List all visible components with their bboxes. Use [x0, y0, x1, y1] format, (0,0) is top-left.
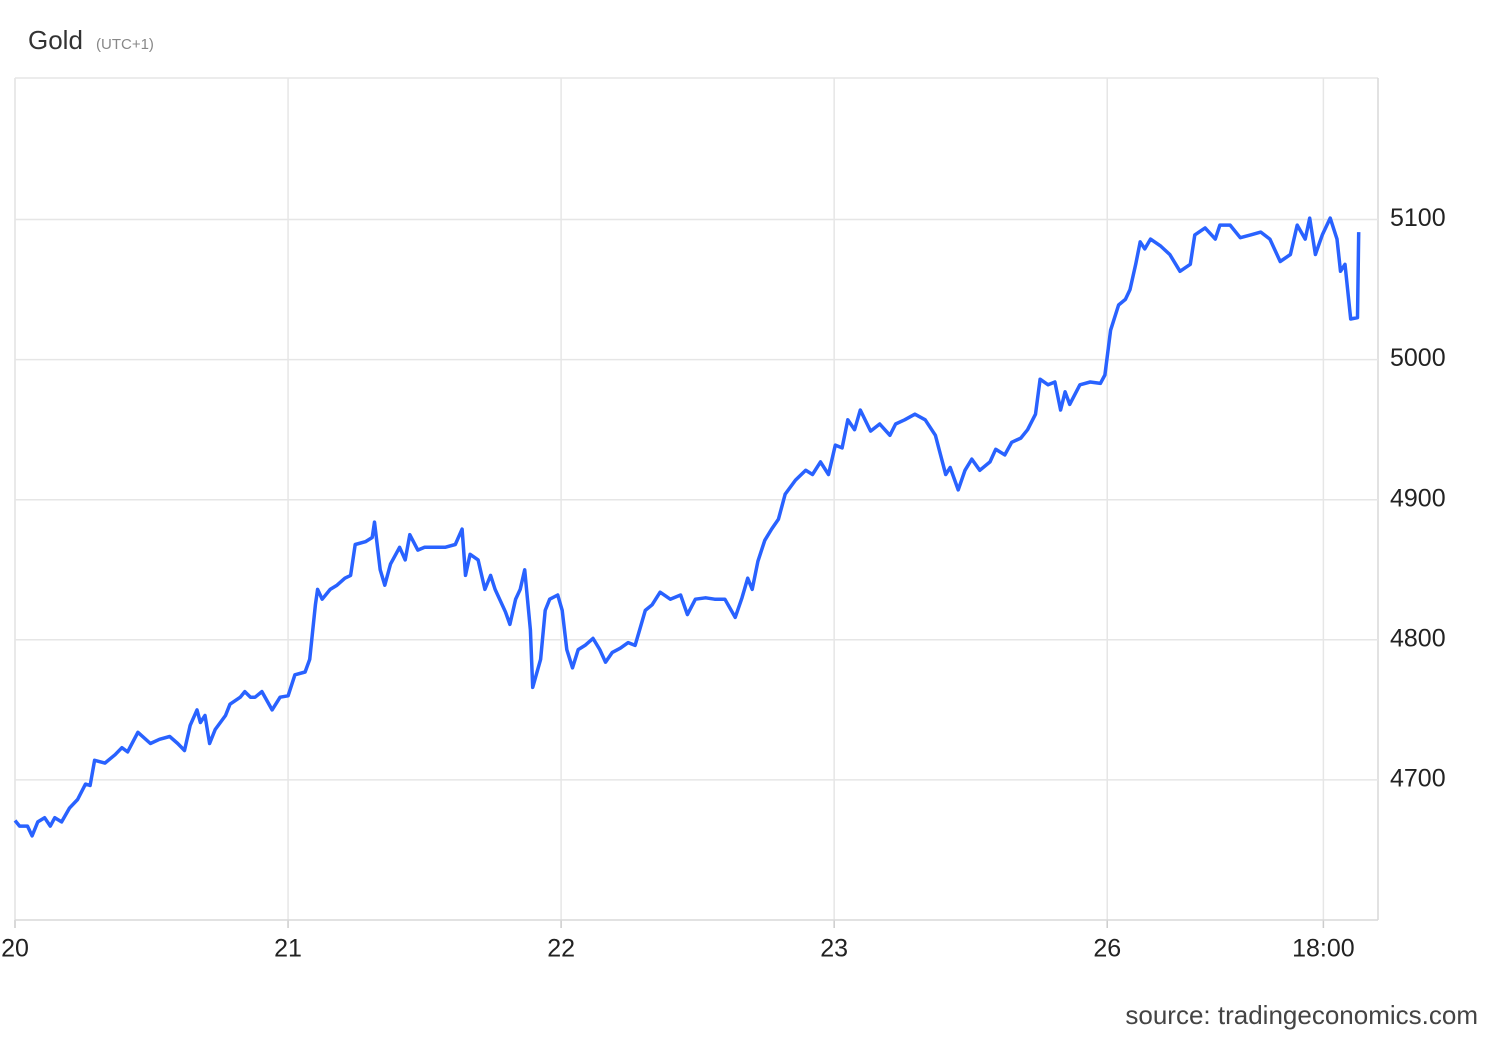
x-tick-label: 21	[274, 935, 302, 963]
chart-title: Gold	[28, 25, 83, 55]
y-tick-label: 4700	[1390, 765, 1446, 793]
x-tick-label: 20	[1, 935, 29, 963]
x-tick-label: 26	[1093, 935, 1121, 963]
chart-subtitle: (UTC+1)	[96, 36, 154, 53]
price-line	[13, 216, 1361, 838]
y-tick-label: 4800	[1390, 624, 1446, 652]
y-tick-label: 5100	[1390, 204, 1446, 232]
y-tick-label: 5000	[1390, 344, 1446, 372]
x-tick-label: 23	[820, 935, 848, 963]
y-tick-label: 4900	[1390, 484, 1446, 512]
x-tick-label: 18:00	[1292, 935, 1355, 963]
x-tick-label: 22	[547, 935, 575, 963]
source-note: source: tradingeconomics.com	[1125, 1000, 1478, 1030]
